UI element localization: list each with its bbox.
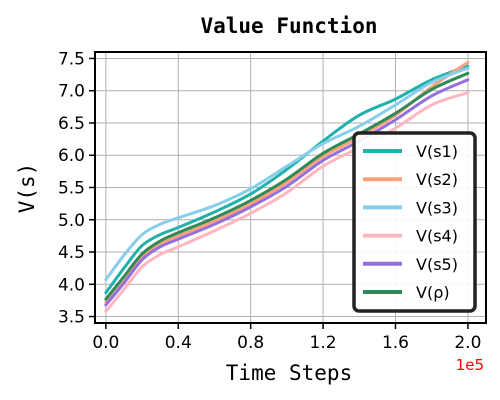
y-tick-label: 7.5 [58,49,85,69]
legend-label: V(ρ) [416,283,450,302]
y-tick-label: 7.0 [58,82,85,102]
x-tick-label: 0.4 [165,333,192,353]
series-line-6 [104,71,470,301]
x-tick-label: 1.6 [382,333,409,353]
legend-label: V(s3) [416,198,458,217]
series-lines [104,60,470,313]
x-tick-label: 0.0 [92,333,119,353]
y-tick-label: 4.0 [58,275,85,295]
series-line-1 [104,64,470,295]
y-tick-label: 4.5 [58,243,85,263]
y-tick-label: 3.5 [58,308,85,328]
legend-label: V(s4) [416,227,458,246]
x-tick-label: 0.8 [237,333,264,353]
series-line-3 [104,66,470,282]
x-tick-label: 1.2 [310,333,337,353]
legend-label: V(s5) [416,255,458,274]
series-line-2 [104,60,470,304]
y-tick-label: 6.0 [58,146,85,166]
legend-label: V(s2) [416,170,458,189]
y-tick-label: 5.5 [58,179,85,199]
y-axis-label: V(s) [15,163,39,214]
series-line-5 [104,78,470,307]
axis-ticks: 0.0 0.4 0.8 1.2 1.6 2.0 3.5 4.0 4.5 5.0 5.5 6.0 6.5 7… [58,49,481,353]
legend-label: V(s1) [416,142,458,161]
legend: V(s1) V(s2) V(s3) V(s4) V(s5) V(ρ) [352,131,477,313]
x-tick-label: 2.0 [454,333,481,353]
y-tick-label: 6.5 [58,114,85,134]
chart-title: Value Function [200,14,377,38]
x-axis-label: Time Steps [226,361,352,385]
y-tick-label: 5.0 [58,211,85,231]
series-line-4 [104,91,470,313]
x-offset-label: 1e5 [456,356,484,374]
